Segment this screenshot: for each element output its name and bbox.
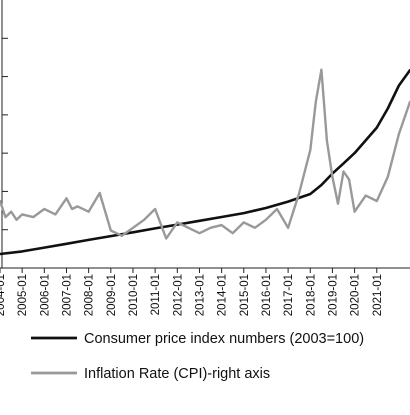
x-tick-label: 2011-01 — [150, 274, 162, 315]
x-tick-label: 2020-01 — [350, 274, 362, 316]
x-tick-label: 2004-01 — [0, 274, 7, 316]
x-tick-label: 2015-01 — [239, 274, 251, 316]
x-tick-label: 2008-01 — [84, 274, 96, 316]
x-tick-label: 2014-01 — [217, 274, 229, 316]
series-line-inflation-rate — [0, 68, 410, 240]
x-tick-label: 2017-01 — [283, 274, 295, 316]
x-tick-label: 2006-01 — [39, 274, 51, 316]
legend-item-inflation-rate: Inflation Rate (CPI)-right axis — [31, 366, 270, 382]
x-tick-label: 2012-01 — [172, 274, 184, 316]
x-tick-label: 2016-01 — [261, 274, 273, 316]
legend: Consumer price index numbers (2003=100) I… — [31, 331, 364, 382]
legend-item-cpi: Consumer price index numbers (2003=100) — [31, 331, 364, 347]
x-tick-label: 2007-01 — [62, 274, 74, 316]
x-tick-label: 2010-01 — [128, 274, 140, 316]
legend-label: Consumer price index numbers (2003=100) — [84, 331, 364, 347]
x-tick-label: 2021-01 — [372, 274, 384, 316]
plot-area — [0, 0, 410, 269]
x-tick-label: 2019-01 — [327, 274, 339, 316]
x-tick-label: 2005-01 — [17, 274, 29, 316]
x-tick-label: 2009-01 — [106, 274, 118, 316]
series-line-cpi — [0, 68, 410, 256]
x-tick-label: 2013-01 — [195, 274, 207, 316]
x-tick-label: 2018-01 — [305, 274, 317, 316]
x-axis: 2004-01 2005-01 2006-01 2007-01 2008-01 2009-… — [0, 268, 384, 316]
legend-label: Inflation Rate (CPI)-right axis — [84, 366, 270, 382]
